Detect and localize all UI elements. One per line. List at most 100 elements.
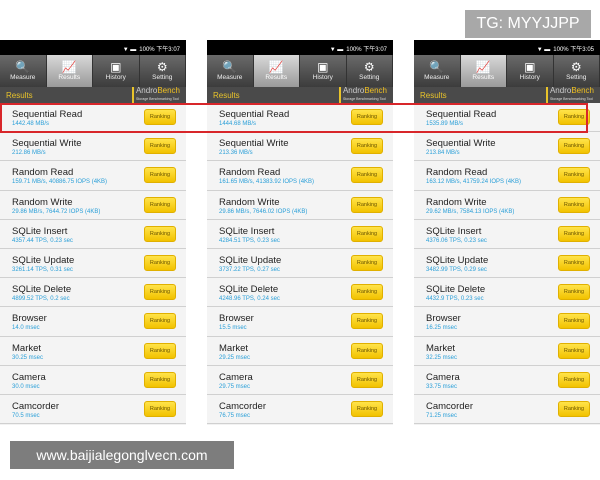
test-name: Random Write xyxy=(426,196,487,208)
ranking-button[interactable]: Ranking xyxy=(351,400,383,417)
test-value: 4376.06 TPS, 0.23 sec xyxy=(426,237,487,244)
tab-setting[interactable]: ⚙ Setting xyxy=(347,55,393,87)
ranking-button[interactable]: Ranking xyxy=(558,254,590,271)
test-value: 4248.96 TPS, 0.24 sec xyxy=(219,296,280,303)
tab-setting[interactable]: ⚙ Setting xyxy=(140,55,186,87)
status-text: 100% 下午3:05 xyxy=(553,47,594,53)
result-row: Random Read 161.65 MB/s, 41383.92 IOPS (4… xyxy=(207,161,393,191)
tab-history[interactable]: ▣ History xyxy=(93,55,140,87)
ranking-button[interactable]: Ranking xyxy=(558,225,590,242)
ranking-button[interactable]: Ranking xyxy=(558,196,590,213)
androbench-screen-2: ▼ ▬ 100% 下午3:07 🔍 Measure 📈 Results ▣ History ⚙… xyxy=(207,40,393,425)
gear-icon: ⚙ xyxy=(156,60,168,74)
result-row: SQLite Update 3261.14 TPS, 0.31 sec Rankin… xyxy=(0,248,186,279)
ranking-button[interactable]: Ranking xyxy=(351,167,383,184)
test-value: 3737.22 TPS, 0.27 sec xyxy=(219,266,280,273)
ranking-button[interactable]: Ranking xyxy=(144,225,176,242)
test-value: 1535.89 MB/s xyxy=(426,121,464,127)
tab-results[interactable]: 📈 Results xyxy=(46,55,93,87)
ranking-button[interactable]: Ranking xyxy=(351,109,383,125)
test-name: SQLite Insert xyxy=(219,225,275,237)
result-row: Market 29.25 msec Ranking xyxy=(207,336,393,366)
tab-bar: 🔍 Measure 📈 Results ▣ History ⚙ Setting xyxy=(414,55,600,87)
result-row: Random Write 29.86 MB/s, 7646.02 IOPS (4K… xyxy=(207,190,393,220)
tab-history[interactable]: ▣ History xyxy=(300,55,347,87)
ranking-button[interactable]: Ranking xyxy=(351,138,383,155)
result-row: Camcorder 70.5 msec Ranking xyxy=(0,394,186,425)
ranking-button[interactable]: Ranking xyxy=(144,109,176,125)
ranking-button[interactable]: Ranking xyxy=(144,400,176,417)
test-value: 213.36 MB/s xyxy=(219,150,253,157)
result-row: Sequential Read 1444.68 MB/s Ranking xyxy=(207,103,393,133)
test-name: SQLite Delete xyxy=(12,284,72,296)
ranking-button[interactable]: Ranking xyxy=(351,225,383,242)
ranking-button[interactable]: Ranking xyxy=(351,371,383,388)
androbench-logo: AndroBench Storage Benchmarking Tool xyxy=(338,87,387,103)
tab-label: History xyxy=(105,74,126,81)
ranking-button[interactable]: Ranking xyxy=(144,284,176,301)
ranking-button[interactable]: Ranking xyxy=(351,313,383,330)
tab-label: Setting xyxy=(566,74,587,81)
results-title: Results xyxy=(213,90,240,100)
result-row: Market 32.25 msec Ranking xyxy=(414,336,600,366)
tab-label: Setting xyxy=(152,74,173,81)
test-name: Sequential Read xyxy=(219,109,290,120)
ranking-button[interactable]: Ranking xyxy=(351,254,383,271)
ranking-button[interactable]: Ranking xyxy=(351,196,383,213)
ranking-button[interactable]: Ranking xyxy=(144,167,176,184)
logo-andro: Andro xyxy=(135,86,158,95)
tab-measure[interactable]: 🔍 Measure xyxy=(414,55,461,87)
result-row: Camera 29.75 msec Ranking xyxy=(207,365,393,395)
ranking-button[interactable]: Ranking xyxy=(558,284,590,301)
tab-results[interactable]: 📈 Results xyxy=(460,55,507,87)
ranking-button[interactable]: Ranking xyxy=(144,371,176,388)
tab-results[interactable]: 📈 Results xyxy=(253,55,300,87)
status-text: 100% 下午3:07 xyxy=(139,47,180,53)
ranking-button[interactable]: Ranking xyxy=(558,313,590,330)
test-name: Sequential Read xyxy=(12,109,83,120)
results-header: Results AndroBench Storage Benchmarking T… xyxy=(414,87,600,103)
logo-bench: Bench xyxy=(157,86,180,95)
result-row: Random Read 163.12 MB/s, 41759.24 IOPS (4… xyxy=(414,161,600,191)
wifi-icon: ▼ ▬ xyxy=(122,47,137,53)
androbench-logo: AndroBench Storage Benchmarking Tool xyxy=(545,87,594,103)
test-value: 4899.52 TPS, 0.2 sec xyxy=(12,296,70,303)
result-row: SQLite Insert 4376.06 TPS, 0.23 sec Rankin… xyxy=(414,219,600,249)
watermark-url: www.baijialegonglvecn.com xyxy=(10,441,234,469)
results-title: Results xyxy=(6,90,33,100)
androbench-screen-3: ▼ ▬ 100% 下午3:05 🔍 Measure 📈 Results ▣ History ⚙… xyxy=(414,40,600,425)
tab-label: History xyxy=(519,74,540,81)
ranking-button[interactable]: Ranking xyxy=(144,254,176,271)
gear-icon: ⚙ xyxy=(570,60,582,74)
tab-history[interactable]: ▣ History xyxy=(507,55,554,87)
ranking-button[interactable]: Ranking xyxy=(558,400,590,417)
ranking-button[interactable]: Ranking xyxy=(558,167,590,184)
status-bar: ▼ ▬ 100% 下午3:07 xyxy=(207,40,393,55)
result-row: SQLite Delete 4432.9 TPS, 0.23 sec Ranking xyxy=(414,278,600,308)
result-row: Sequential Write 212.86 MB/s Ranking xyxy=(0,132,186,162)
history-icon: ▣ xyxy=(110,60,122,74)
ranking-button[interactable]: Ranking xyxy=(144,313,176,330)
test-value: 161.65 MB/s, 41383.92 IOPS (4KB) xyxy=(219,179,315,186)
ranking-button[interactable]: Ranking xyxy=(558,371,590,388)
status-text: 100% 下午3:07 xyxy=(346,47,387,53)
ranking-button[interactable]: Ranking xyxy=(144,342,176,359)
results-header: Results AndroBench Storage Benchmarking T… xyxy=(0,87,186,103)
test-value: 29.86 MB/s, 7646.02 IOPS (4KB) xyxy=(219,208,308,215)
result-row: Camcorder 71.25 msec Ranking xyxy=(414,394,600,425)
tab-setting[interactable]: ⚙ Setting xyxy=(554,55,600,87)
ranking-button[interactable]: Ranking xyxy=(558,342,590,359)
tab-measure[interactable]: 🔍 Measure xyxy=(0,55,47,87)
test-value: 30.0 msec xyxy=(12,383,40,390)
wifi-icon: ▼ ▬ xyxy=(536,47,551,53)
ranking-button[interactable]: Ranking xyxy=(558,109,590,125)
tab-measure[interactable]: 🔍 Measure xyxy=(207,55,254,87)
ranking-button[interactable]: Ranking xyxy=(351,284,383,301)
ranking-button[interactable]: Ranking xyxy=(144,138,176,155)
test-name: Random Read xyxy=(219,167,281,179)
test-name: Random Read xyxy=(426,167,488,179)
ranking-button[interactable]: Ranking xyxy=(351,342,383,359)
ranking-button[interactable]: Ranking xyxy=(558,138,590,155)
test-value: 4284.51 TPS, 0.23 sec xyxy=(219,237,280,244)
ranking-button[interactable]: Ranking xyxy=(144,196,176,213)
